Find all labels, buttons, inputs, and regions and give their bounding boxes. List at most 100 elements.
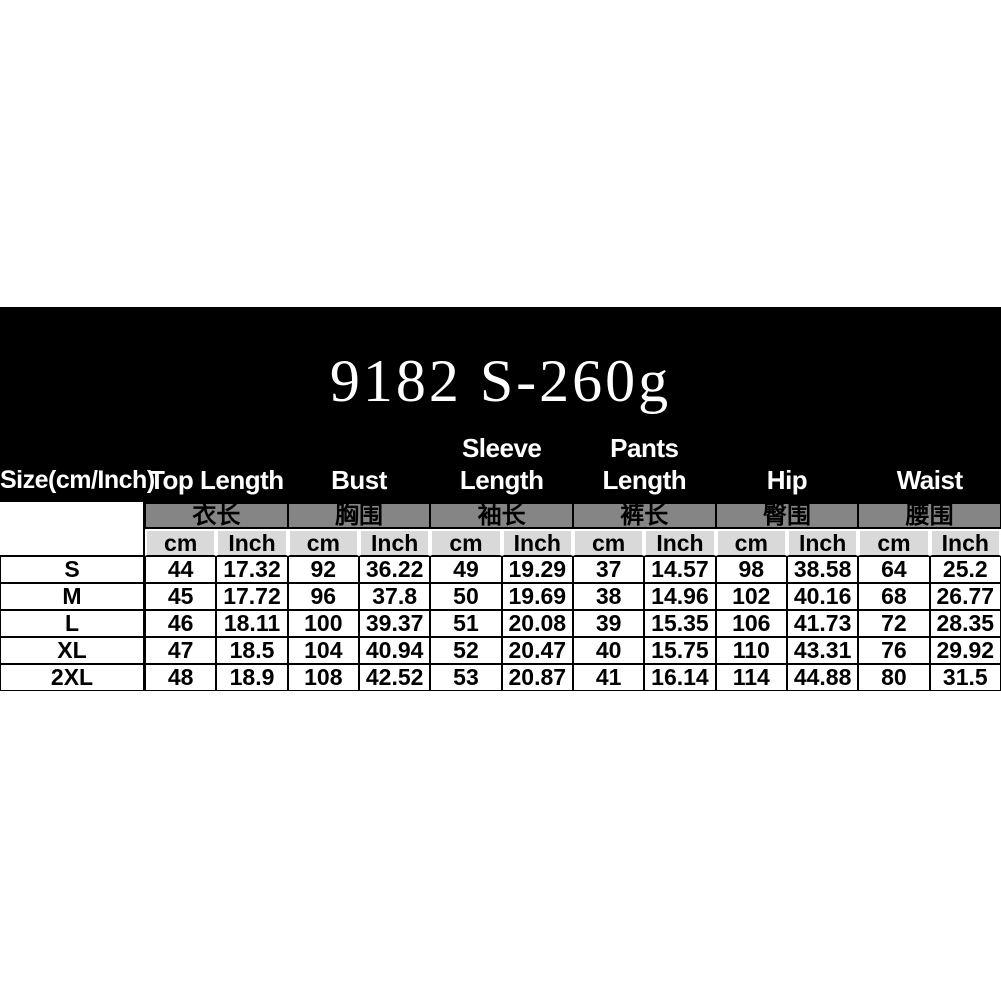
value-cell: 96: [287, 583, 359, 610]
zh-header-cell: 腰围: [858, 502, 1001, 529]
value-cell: 31.5: [929, 664, 1001, 691]
value-cell: 37.8: [358, 583, 431, 610]
header-group-label: Hip: [766, 465, 808, 495]
unit-header-cell: cm: [287, 529, 359, 556]
size-corner-cell: [0, 502, 145, 556]
value-cell: 104: [287, 637, 359, 664]
zh-header-cell: 胸围: [287, 502, 431, 529]
value-cell: 20.47: [501, 637, 573, 664]
value-cell: 37: [572, 556, 645, 583]
value-cell: 40.16: [786, 583, 859, 610]
zh-header-cell: 臀围: [715, 502, 859, 529]
value-cell: 17.32: [216, 556, 288, 583]
value-cell: 29.92: [929, 637, 1001, 664]
value-cell: 28.35: [929, 610, 1001, 637]
unit-header-cell: cm: [858, 529, 930, 556]
size-cell: XL: [0, 637, 145, 664]
value-cell: 25.2: [929, 556, 1001, 583]
unit-header-row: cm Inch cm Inch cm Inch cm Inch cm Inch cm Inch: [0, 529, 1001, 556]
value-cell: 39.37: [358, 610, 431, 637]
value-cell: 50: [430, 583, 502, 610]
zh-header-cell: 衣长: [145, 502, 288, 529]
zh-header-cell: 袖长: [430, 502, 573, 529]
table-row: M 45 17.72 96 37.8 50 19.69 38 14.96 102 40.16 68 26…: [0, 583, 1001, 610]
black-band: 9182 S-260g Size(cm/Inch) Top Length Bust S…: [0, 307, 1001, 502]
value-cell: 68: [858, 583, 930, 610]
size-cell: 2XL: [0, 664, 145, 691]
value-cell: 110: [715, 637, 787, 664]
header-group-label: Top Length: [149, 465, 284, 495]
value-cell: 16.14: [644, 664, 716, 691]
value-cell: 15.75: [644, 637, 716, 664]
value-cell: 47: [145, 637, 217, 664]
value-cell: 40.94: [358, 637, 431, 664]
header-group-label: Pants Length: [602, 433, 687, 495]
unit-header-cell: Inch: [216, 529, 288, 556]
value-cell: 19.29: [501, 556, 573, 583]
unit-header-cell: cm: [715, 529, 787, 556]
zh-header-cell: 裤长: [572, 502, 716, 529]
product-title: 9182 S-260g: [329, 348, 672, 414]
value-cell: 41: [572, 664, 645, 691]
value-cell: 108: [287, 664, 359, 691]
value-cell: 14.57: [644, 556, 716, 583]
value-cell: 100: [287, 610, 359, 637]
unit-header-cell: Inch: [644, 529, 716, 556]
value-cell: 92: [287, 556, 359, 583]
value-cell: 26.77: [929, 583, 1001, 610]
value-cell: 51: [430, 610, 502, 637]
table-row: XL 47 18.5 104 40.94 52 20.47 40 15.75 110 43.31 76…: [0, 637, 1001, 664]
value-cell: 45: [145, 583, 217, 610]
value-cell: 52: [430, 637, 502, 664]
value-cell: 72: [858, 610, 930, 637]
header-row: Size(cm/Inch) Top Length Bust Sleeve Length…: [0, 432, 1001, 496]
size-cell: L: [0, 610, 145, 637]
unit-header-cell: Inch: [501, 529, 573, 556]
value-cell: 18.5: [216, 637, 288, 664]
value-cell: 18.9: [216, 664, 288, 691]
unit-header-cell: cm: [145, 529, 217, 556]
header-group-label: Sleeve Length: [459, 433, 544, 495]
unit-header-cell: cm: [430, 529, 502, 556]
value-cell: 40: [572, 637, 645, 664]
value-cell: 20.87: [501, 664, 573, 691]
size-table: 衣长 胸围 袖长 裤长 臀围 腰围 cm Inch cm Inch cm Inch cm Inch cm I…: [0, 502, 1001, 691]
value-cell: 14.96: [644, 583, 716, 610]
value-cell: 17.72: [216, 583, 288, 610]
value-cell: 44: [145, 556, 217, 583]
value-cell: 114: [715, 664, 787, 691]
table-row: L 46 18.11 100 39.37 51 20.08 39 15.35 106 41.73 72…: [0, 610, 1001, 637]
unit-header-cell: cm: [572, 529, 645, 556]
value-cell: 46: [145, 610, 217, 637]
header-group-label: Waist: [896, 465, 963, 495]
value-cell: 20.08: [501, 610, 573, 637]
value-cell: 15.35: [644, 610, 716, 637]
value-cell: 41.73: [786, 610, 859, 637]
value-cell: 80: [858, 664, 930, 691]
value-cell: 19.69: [501, 583, 573, 610]
size-cell: M: [0, 583, 145, 610]
size-cell: S: [0, 556, 145, 583]
value-cell: 49: [430, 556, 502, 583]
value-cell: 39: [572, 610, 645, 637]
value-cell: 53: [430, 664, 502, 691]
header-group-label: Bust: [331, 465, 387, 495]
value-cell: 102: [715, 583, 787, 610]
table-row: S 44 17.32 92 36.22 49 19.29 37 14.57 98 38.58 64 25…: [0, 556, 1001, 583]
table-body: S 44 17.32 92 36.22 49 19.29 37 14.57 98 38.58 64 25…: [0, 556, 1001, 691]
unit-header-cell: Inch: [786, 529, 859, 556]
value-cell: 48: [145, 664, 217, 691]
value-cell: 38: [572, 583, 645, 610]
value-cell: 44.88: [786, 664, 859, 691]
value-cell: 98: [715, 556, 787, 583]
table-row: 2XL 48 18.9 108 42.52 53 20.87 41 16.14 114 44.88 8…: [0, 664, 1001, 691]
value-cell: 36.22: [358, 556, 431, 583]
value-cell: 64: [858, 556, 930, 583]
value-cell: 18.11: [216, 610, 288, 637]
value-cell: 43.31: [786, 637, 859, 664]
value-cell: 38.58: [786, 556, 859, 583]
unit-header-cell: Inch: [929, 529, 1001, 556]
value-cell: 76: [858, 637, 930, 664]
value-cell: 106: [715, 610, 787, 637]
